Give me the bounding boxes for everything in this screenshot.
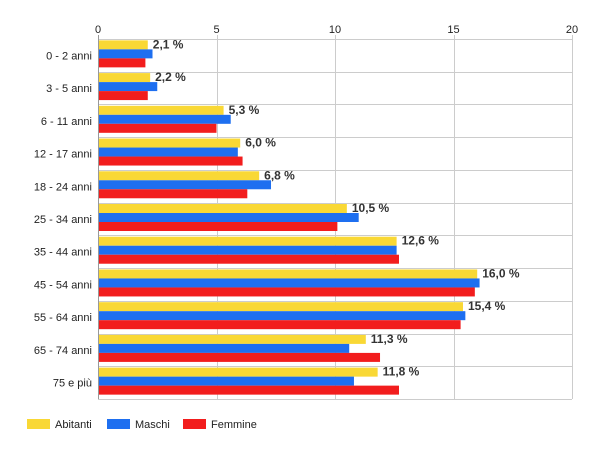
- category-label: 3 - 5 anni: [46, 83, 92, 95]
- data-label: 5,3 %: [229, 103, 260, 117]
- data-label: 10,5 %: [352, 201, 390, 215]
- bar-maschi: [99, 213, 359, 222]
- x-tick-label: 20: [566, 24, 578, 36]
- category-label: 0 - 2 anni: [46, 50, 92, 62]
- category-label: 18 - 24 anni: [34, 181, 92, 193]
- data-label: 2,1 %: [153, 37, 184, 51]
- category-label: 45 - 54 anni: [34, 279, 92, 291]
- bar-femmine: [99, 287, 475, 297]
- data-label: 12,6 %: [402, 234, 440, 248]
- legend-label-femmine: Femmine: [211, 419, 257, 431]
- category-label: 6 - 11 anni: [41, 116, 92, 128]
- bar-abitanti: [99, 204, 347, 213]
- x-tick-label: 5: [213, 24, 219, 36]
- data-labels: 2,1 % 2,2 % 5,3 % 6,0 % 6,8 % 10,5 % 12,6 % 16,…: [153, 37, 520, 378]
- bar-abitanti: [99, 105, 224, 115]
- grid-lines: [98, 35, 573, 400]
- bar-femmine: [99, 58, 146, 68]
- bar-femmine: [99, 91, 148, 101]
- bar-maschi: [99, 180, 272, 190]
- bar-femmine: [99, 156, 243, 166]
- bar-maschi: [99, 114, 231, 124]
- bar-femmine: [99, 385, 399, 395]
- bar-femmine: [99, 189, 248, 199]
- bar-maschi: [99, 49, 153, 59]
- legend-label-abitanti: Abitanti: [55, 419, 92, 431]
- bar-femmine: [99, 123, 217, 133]
- bar-maschi: [99, 343, 350, 353]
- data-label: 2,2 %: [155, 70, 186, 84]
- bar-abitanti: [99, 73, 151, 83]
- bar-abitanti: [99, 302, 463, 312]
- data-label: 11,8 %: [383, 365, 420, 379]
- legend-swatch-femmine: [183, 419, 206, 429]
- bar-femmine: [99, 254, 399, 264]
- bar-maschi: [99, 376, 354, 386]
- bars: [99, 40, 480, 395]
- x-tick-label: 15: [447, 24, 459, 36]
- category-label: 55 - 64 anni: [34, 312, 92, 324]
- bar-abitanti: [99, 171, 260, 181]
- data-label: 6,0 %: [245, 136, 276, 150]
- category-labels: 0 - 2 anni 3 - 5 anni 6 - 11 anni 12 - 17 a…: [34, 50, 92, 389]
- data-label: 15,4 %: [468, 299, 506, 313]
- bar-femmine: [99, 352, 381, 362]
- category-label: 75 e più: [53, 378, 92, 390]
- data-label: 16,0 %: [482, 266, 520, 280]
- bar-abitanti: [99, 334, 366, 344]
- bar-abitanti: [99, 236, 397, 246]
- category-label: 12 - 17 anni: [34, 149, 92, 161]
- category-label: 25 - 34 anni: [34, 214, 92, 226]
- bar-femmine: [99, 320, 461, 330]
- data-label: 6,8 %: [264, 168, 295, 182]
- legend-swatch-maschi: [107, 419, 130, 429]
- bar-abitanti: [99, 40, 148, 50]
- bar-maschi: [99, 82, 158, 92]
- bar-maschi: [99, 147, 238, 157]
- legend-label-maschi: Maschi: [135, 419, 170, 431]
- data-label: 11,3 %: [371, 332, 408, 346]
- bar-abitanti: [99, 269, 478, 279]
- legend-swatch-abitanti: [27, 419, 50, 429]
- x-tick-label: 10: [329, 24, 341, 36]
- category-label: 65 - 74 anni: [34, 345, 92, 357]
- bar-femmine: [99, 222, 338, 231]
- bar-maschi: [99, 278, 480, 288]
- category-label: 35 - 44 anni: [34, 247, 92, 259]
- x-tick-label: 0: [95, 24, 101, 36]
- bar-maschi: [99, 245, 397, 255]
- x-axis-ticks: 0 5 10 15 20: [95, 24, 578, 36]
- legend: Abitanti Maschi Femmine: [27, 419, 257, 431]
- bar-abitanti: [99, 138, 241, 148]
- bar-maschi: [99, 311, 466, 321]
- bar-abitanti: [99, 367, 378, 377]
